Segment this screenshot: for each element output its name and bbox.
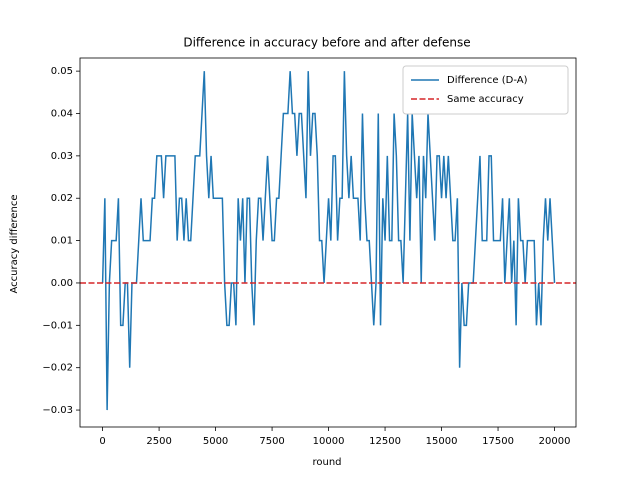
x-tick-label: 2500 — [146, 436, 171, 447]
x-axis-label: round — [312, 457, 341, 468]
legend-label: Same accuracy — [447, 94, 524, 105]
x-tick-label: 12500 — [369, 436, 401, 447]
y-tick-label: 0.02 — [51, 193, 73, 204]
y-tick-label: −0.01 — [42, 320, 73, 331]
legend-box — [402, 65, 569, 115]
x-tick-label: 7500 — [259, 436, 284, 447]
x-tick-label: 5000 — [203, 436, 228, 447]
y-tick-label: 0.01 — [51, 236, 73, 247]
x-tick-label: 17500 — [482, 436, 514, 447]
y-axis-label: Accuracy difference — [9, 194, 20, 293]
legend-label: Difference (D-A) — [447, 75, 528, 86]
x-tick-label: 20000 — [539, 436, 571, 447]
y-tick-label: 0.05 — [51, 66, 73, 77]
y-tick-label: 0.00 — [51, 278, 73, 289]
y-tick-label: −0.03 — [42, 405, 73, 416]
x-tick-label: 15000 — [426, 436, 458, 447]
x-tick-label: 0 — [99, 436, 105, 447]
data-line — [101, 71, 556, 411]
y-tick-label: 0.03 — [51, 151, 73, 162]
y-tick-label: 0.04 — [51, 108, 73, 119]
y-tick-label: −0.02 — [42, 363, 73, 374]
chart-title: Difference in accuracy before and after … — [183, 36, 470, 50]
plot-frame — [79, 57, 577, 428]
x-tick-label: 10000 — [313, 436, 345, 447]
